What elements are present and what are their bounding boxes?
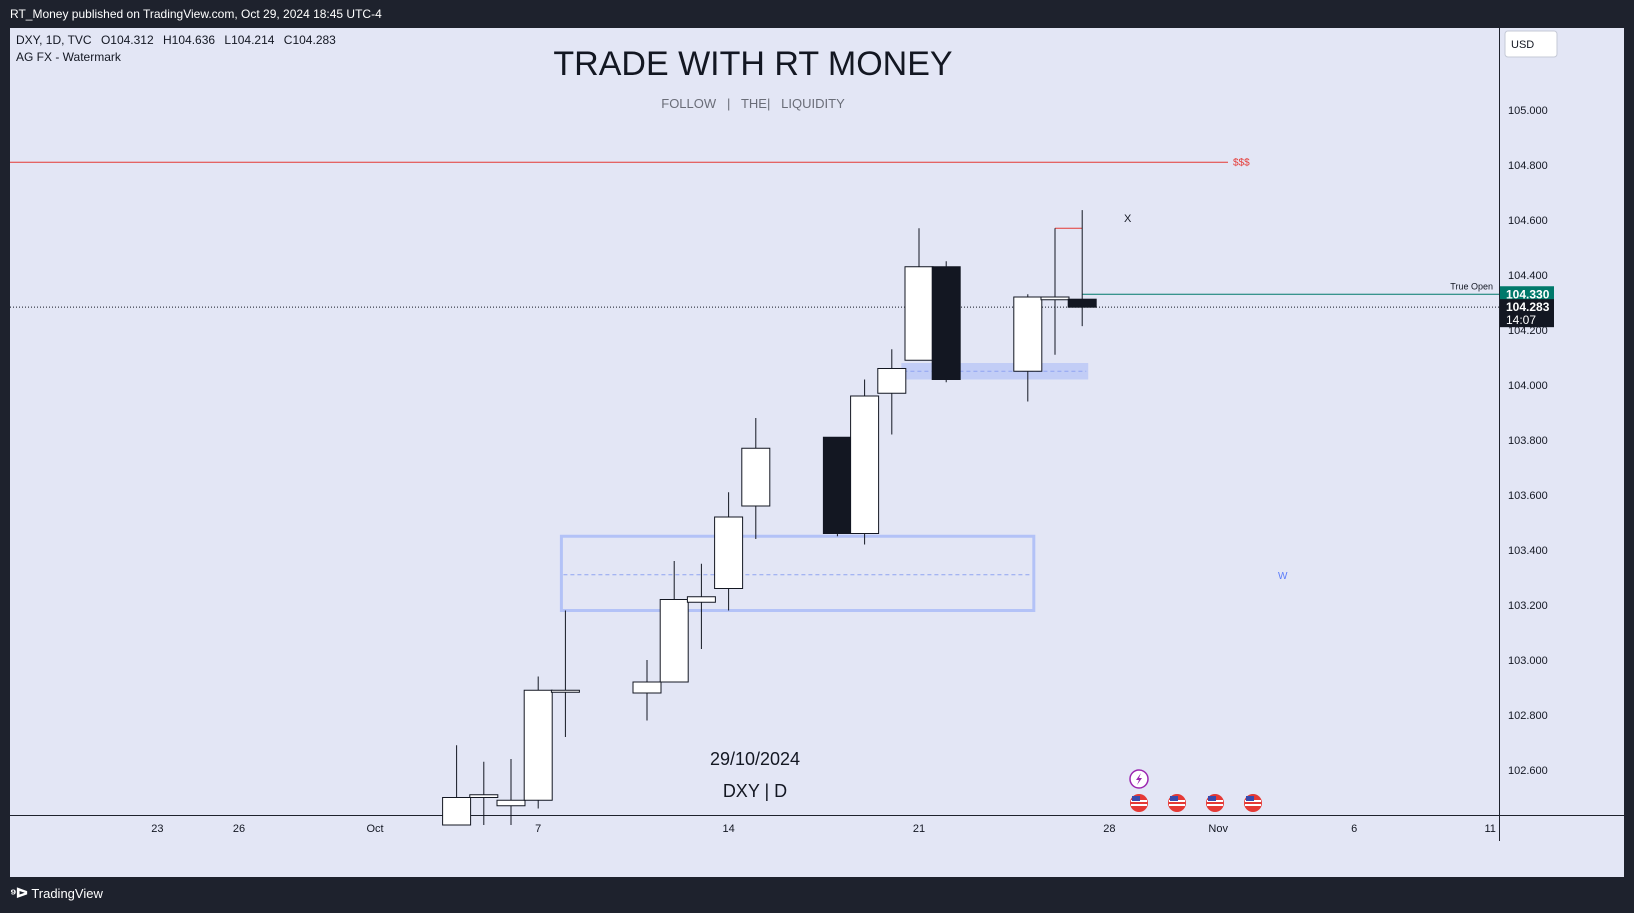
candle-body bbox=[877, 368, 907, 394]
candle bbox=[442, 745, 472, 826]
true-open-price-tag: 104.330 bbox=[1500, 286, 1554, 303]
watermark-subtitle: FOLLOW | THE| LIQUIDITY bbox=[661, 96, 845, 111]
price-tick-label: 104.200 bbox=[1508, 325, 1548, 337]
price-tick-label: 104.000 bbox=[1508, 380, 1548, 392]
price-tick-label: 104.400 bbox=[1508, 270, 1548, 282]
candle bbox=[659, 561, 689, 683]
candle-body bbox=[714, 516, 744, 589]
candles-layer bbox=[442, 210, 1097, 826]
candle-body bbox=[741, 447, 771, 507]
price-tick-label: 104.800 bbox=[1508, 160, 1548, 172]
candle-body bbox=[1067, 298, 1097, 308]
svg-text:104.330: 104.330 bbox=[1506, 287, 1550, 301]
time-tick-label: 23 bbox=[151, 823, 163, 835]
price-tick-label: 103.000 bbox=[1508, 655, 1548, 667]
w-mark-label: W bbox=[1278, 571, 1288, 582]
candle bbox=[714, 492, 744, 611]
price-tick-label: 104.600 bbox=[1508, 215, 1548, 227]
price-axis[interactable]: 102.600 102.800 103.000 103.200 103.400 103.6… bbox=[1508, 105, 1548, 777]
us-flag-icon[interactable] bbox=[1130, 794, 1148, 812]
watermark-date: 29/10/2024 bbox=[710, 749, 800, 769]
price-tick-label: 103.200 bbox=[1508, 600, 1548, 612]
price-chart[interactable]: 102.600 102.800 103.000 103.200 103.400 103.6… bbox=[10, 28, 1624, 877]
time-tick-label: 11 bbox=[1484, 823, 1495, 835]
time-tick-label: 21 bbox=[913, 823, 925, 835]
candle bbox=[686, 563, 716, 649]
candle bbox=[496, 759, 526, 825]
price-tick-label: 103.600 bbox=[1508, 490, 1548, 502]
price-tick-label: 105.000 bbox=[1508, 105, 1548, 117]
candle-body bbox=[442, 797, 472, 826]
publish-bar: RT_Money published on TradingView.com, O… bbox=[0, 0, 1634, 28]
true-open-label: True Open bbox=[1450, 281, 1493, 291]
time-tick-label: 28 bbox=[1103, 823, 1115, 835]
us-flag-icon[interactable] bbox=[1168, 794, 1186, 812]
watermark-symbol: DXY | D bbox=[723, 781, 787, 801]
price-tick-label: 103.800 bbox=[1508, 435, 1548, 447]
candle-body bbox=[850, 395, 880, 534]
candle bbox=[741, 418, 771, 539]
lightning-glyph bbox=[1136, 773, 1142, 785]
candle-body bbox=[659, 599, 689, 683]
candle bbox=[550, 610, 580, 737]
candle-body bbox=[550, 689, 580, 693]
price-tick-label: 103.400 bbox=[1508, 545, 1548, 557]
levels-layer bbox=[10, 161, 1499, 308]
time-axis[interactable]: 23 26 Oct 7 14 21 28 Nov 6 11 bbox=[151, 823, 1496, 835]
candle-body bbox=[931, 266, 961, 380]
events[interactable] bbox=[1129, 769, 1262, 812]
plot-area[interactable] bbox=[10, 28, 1499, 815]
candle bbox=[469, 761, 499, 825]
time-tick-label: 7 bbox=[535, 823, 541, 835]
us-flag-icon[interactable] bbox=[1206, 794, 1224, 812]
time-tick-label: Nov bbox=[1208, 823, 1228, 835]
candle-body bbox=[822, 436, 852, 534]
legend-indicator: AG FX - Watermark bbox=[16, 50, 122, 64]
candle-body bbox=[686, 596, 716, 603]
candle-body bbox=[469, 794, 499, 798]
time-tick-label: 26 bbox=[233, 823, 245, 835]
x-mark-label: X bbox=[1124, 213, 1132, 225]
time-tick-label: 14 bbox=[722, 823, 734, 835]
candle bbox=[1040, 228, 1070, 355]
candle bbox=[1013, 294, 1043, 402]
candle-body bbox=[523, 689, 553, 801]
chart-frame[interactable]: 102.600 102.800 103.000 103.200 103.400 103.6… bbox=[10, 28, 1624, 877]
price-tick-label: 102.800 bbox=[1508, 710, 1548, 722]
zone-w bbox=[559, 534, 1036, 612]
tradingview-brand: TradingView bbox=[31, 886, 103, 901]
us-flag-icon[interactable] bbox=[1244, 794, 1262, 812]
candle bbox=[822, 436, 852, 537]
candle-body bbox=[1040, 296, 1070, 301]
candle bbox=[877, 349, 907, 435]
candle-body bbox=[496, 799, 526, 807]
candle bbox=[931, 261, 961, 383]
candle-body bbox=[632, 681, 662, 694]
bar-countdown: 14:07 bbox=[1506, 313, 1536, 327]
last-price-value: 104.283 bbox=[1506, 300, 1550, 314]
watermark-title: TRADE WITH RT MONEY bbox=[553, 45, 952, 83]
price-tick-label: 102.600 bbox=[1508, 765, 1548, 777]
legend-symbol: DXY, 1D, TVC O104.312 H104.636 L104.214 … bbox=[16, 33, 336, 47]
candle bbox=[523, 676, 553, 809]
tradingview-logo-icon: ⁹ᐅ bbox=[10, 885, 28, 901]
footer-bar: ⁹ᐅ TradingView bbox=[0, 877, 1634, 913]
currency-label: USD bbox=[1511, 39, 1534, 51]
currency-box[interactable] bbox=[1504, 30, 1558, 58]
tradingview-logo[interactable]: ⁹ᐅ TradingView bbox=[10, 885, 103, 902]
last-price-tag: 104.283 14:07 bbox=[1500, 299, 1554, 328]
candle-body bbox=[904, 266, 934, 361]
candle-body bbox=[1013, 296, 1043, 372]
candle bbox=[632, 660, 662, 721]
candle bbox=[850, 379, 880, 545]
time-tick-label: Oct bbox=[366, 823, 383, 835]
candle bbox=[1067, 210, 1097, 327]
publish-text: RT_Money published on TradingView.com, O… bbox=[10, 7, 382, 21]
time-tick-label: 6 bbox=[1351, 823, 1357, 835]
liquidity-label: $$$ bbox=[1233, 157, 1250, 168]
